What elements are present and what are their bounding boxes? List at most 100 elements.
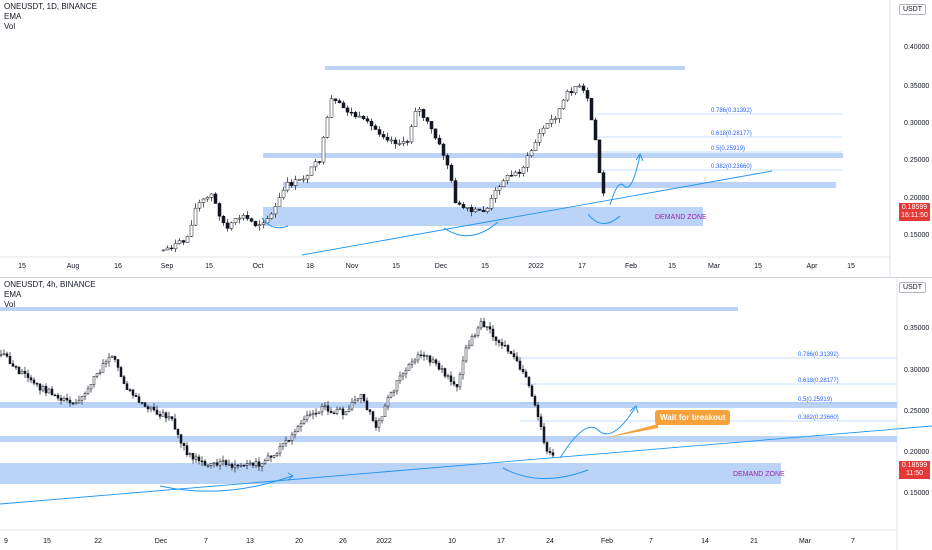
currency-scale-badge[interactable]: USDT	[899, 4, 926, 15]
candle-body	[386, 137, 389, 140]
candle-body	[549, 451, 551, 452]
candle-body	[414, 111, 417, 126]
candle-body	[590, 98, 593, 120]
candle-body	[273, 456, 275, 458]
candle-body	[318, 162, 321, 163]
candle-body	[246, 464, 248, 466]
candle-body	[290, 182, 293, 185]
symbol-line[interactable]: ONEUSDT, 4h, BINANCE	[4, 280, 96, 290]
candle-body	[513, 354, 515, 357]
candle-body	[202, 199, 205, 202]
currency-scale-badge[interactable]: USDT	[899, 282, 926, 293]
time-tick-label: Aug	[67, 263, 80, 270]
candle-body	[60, 398, 62, 400]
ema-indicator-label[interactable]: EMA	[4, 12, 97, 22]
time-tick-label: 10	[448, 538, 456, 545]
candle-body	[174, 419, 176, 429]
candle-body	[222, 216, 225, 223]
candle-body	[206, 197, 209, 199]
candle-body	[33, 380, 35, 383]
symbol-line[interactable]: ONEUSDT, 1D, BINANCE	[4, 2, 97, 12]
bar-countdown: 16:11:50	[899, 212, 930, 220]
candle-body	[366, 401, 368, 410]
candle-body	[51, 389, 53, 395]
candle-body	[218, 203, 221, 216]
candle-body	[342, 103, 345, 108]
candle-body	[254, 221, 257, 225]
candle-body	[426, 356, 428, 357]
candle-body	[297, 427, 299, 432]
candle-body	[450, 376, 452, 382]
candle-body	[582, 86, 585, 91]
candle-body	[542, 128, 545, 133]
fib-level-label: 0.382(0.23660)	[711, 164, 752, 170]
candle-body	[303, 419, 305, 423]
support-zone-upper	[263, 153, 843, 158]
candle-body	[602, 173, 605, 193]
candle-body	[459, 375, 461, 387]
candle-body	[177, 429, 179, 434]
candle-body	[195, 457, 197, 459]
candle-body	[114, 356, 116, 359]
daily-chart-canvas[interactable]: DEMAND ZONE 0.786(0.31392) 0.618(0.28177) 0…	[0, 0, 932, 277]
candle-body	[594, 120, 597, 140]
time-tick-label: 7	[649, 538, 653, 545]
candle-body	[384, 406, 386, 417]
candle-body	[219, 461, 221, 465]
candle-body	[466, 207, 469, 208]
candle-body	[141, 402, 143, 403]
candle-body	[264, 461, 266, 464]
candle-body	[147, 407, 149, 409]
candle-body	[490, 198, 493, 208]
price-tick-label: 0.15000	[904, 232, 929, 239]
daily-chart-pane[interactable]: DEMAND ZONE 0.786(0.31392) 0.618(0.28177) 0…	[0, 0, 932, 277]
fib-level-label: 0.786(0.31392)	[711, 108, 752, 114]
candle-body	[462, 204, 465, 207]
candle-body	[422, 109, 425, 117]
candle-body	[552, 453, 554, 456]
four-hour-chart-canvas[interactable]: DEMAND ZONE 0.786(0.31392) 0.618(0.28177) 0…	[0, 278, 932, 550]
candle-body	[339, 409, 341, 410]
candle-body	[279, 447, 281, 454]
candle-body	[48, 389, 50, 393]
candle-body	[586, 90, 589, 98]
candle-body	[99, 372, 101, 373]
support-zone-mid	[283, 182, 836, 188]
candle-body	[242, 215, 245, 218]
candle-body	[72, 403, 74, 404]
volume-indicator-label[interactable]: Vol	[4, 300, 96, 310]
candle-body	[417, 355, 419, 360]
candle-body	[498, 187, 501, 191]
candle-body	[450, 165, 453, 180]
candle-body	[117, 359, 119, 367]
candle-body	[190, 225, 193, 236]
volume-indicator-label[interactable]: Vol	[4, 22, 97, 32]
candle-body	[342, 409, 344, 415]
resistance-zone	[325, 66, 685, 70]
candle-body	[105, 362, 107, 364]
candle-body	[6, 354, 8, 357]
time-tick-label: 18	[306, 263, 314, 270]
candle-body	[262, 223, 265, 225]
candle-body	[250, 219, 253, 222]
fib-level-label: 0.786(0.31392)	[798, 352, 839, 358]
support-zone-mid	[0, 436, 897, 442]
fib-level-label: 0.618(0.28177)	[798, 378, 839, 384]
candle-body	[504, 345, 506, 346]
candle-body	[198, 457, 200, 461]
candle-body	[351, 402, 353, 409]
four-hour-chart-pane[interactable]: DEMAND ZONE 0.786(0.31392) 0.618(0.28177) 0…	[0, 278, 932, 550]
candle-body	[453, 382, 455, 385]
ema-indicator-label[interactable]: EMA	[4, 290, 96, 300]
candle-body	[225, 461, 227, 465]
chart-legend: ONEUSDT, 4h, BINANCE EMA Vol	[4, 280, 96, 310]
time-tick-label: 21	[750, 538, 758, 545]
candle-body	[240, 465, 242, 466]
candle-body	[510, 175, 513, 176]
candle-body	[178, 241, 181, 244]
candle-body	[210, 464, 212, 466]
candle-body	[387, 397, 389, 406]
callout-pointer	[605, 424, 658, 438]
candle-body	[210, 194, 213, 197]
time-tick-label: Feb	[601, 538, 613, 545]
